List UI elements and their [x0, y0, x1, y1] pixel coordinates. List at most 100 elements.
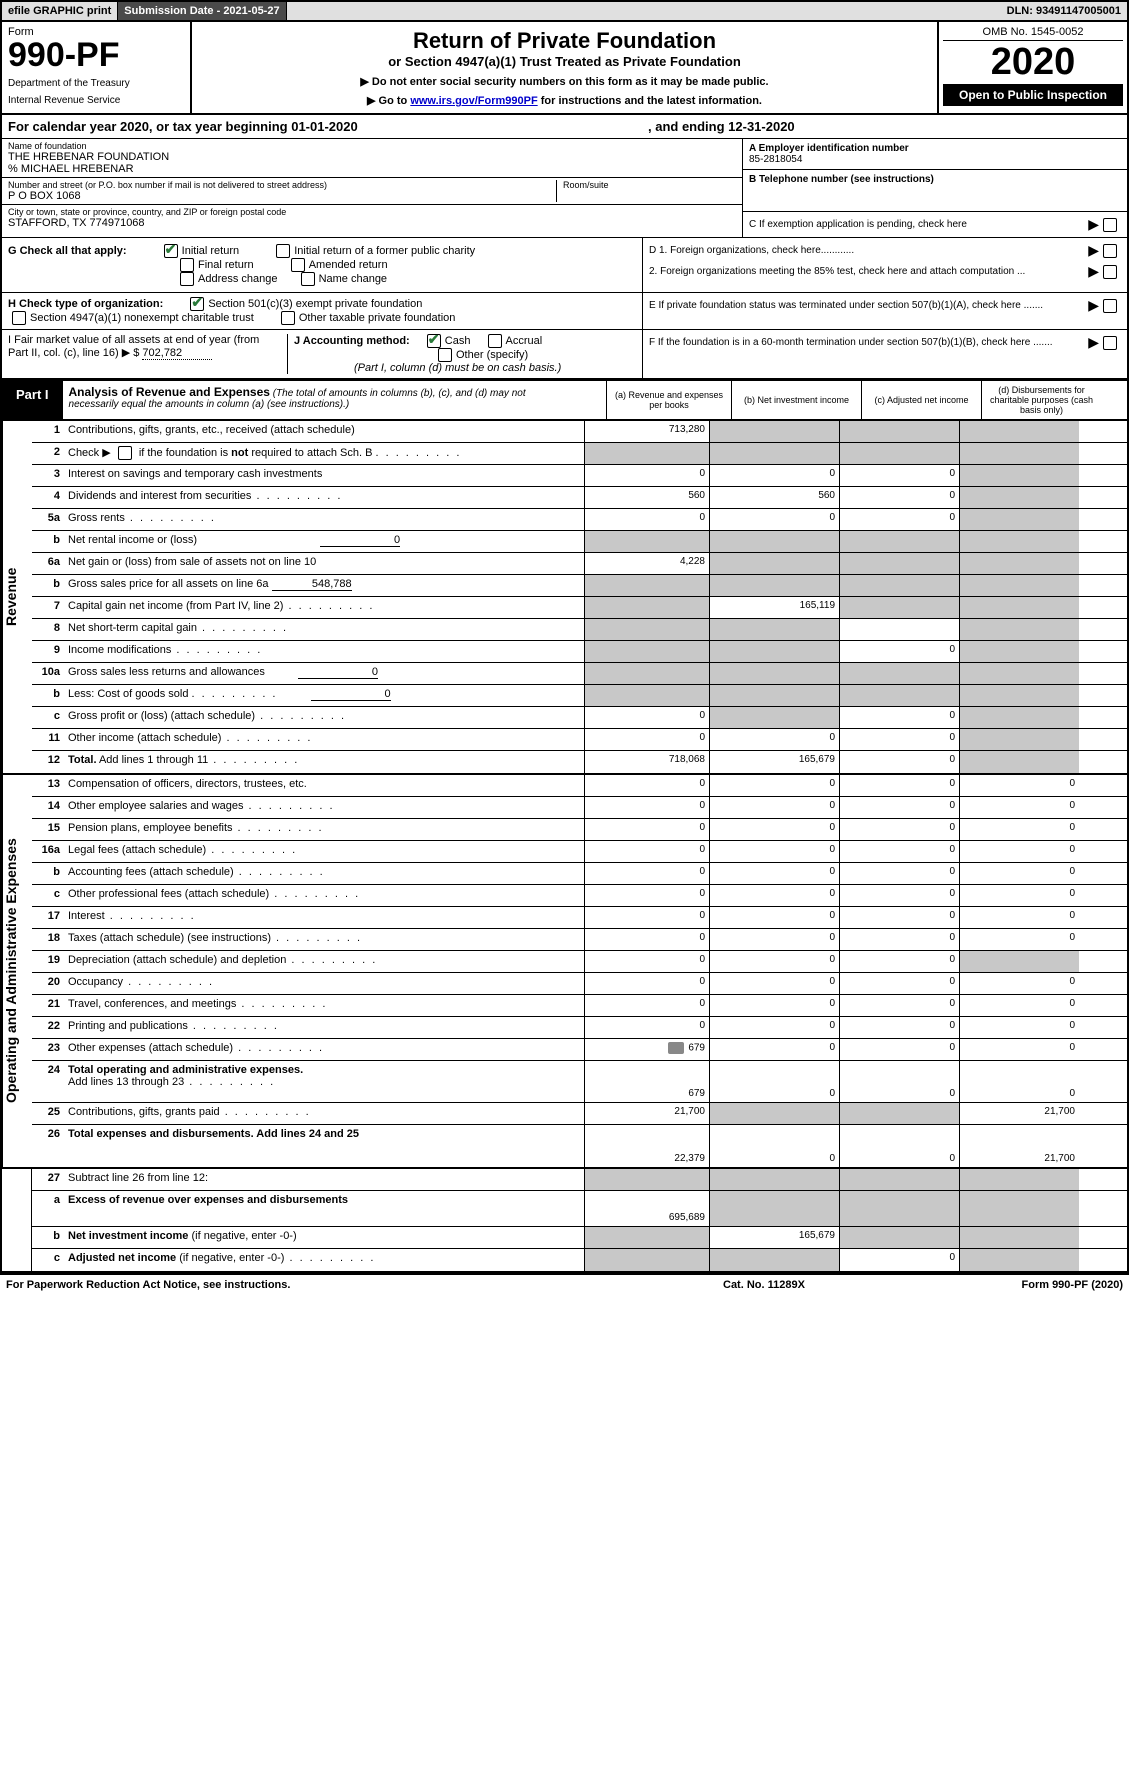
line-9: 9Income modifications0 [32, 641, 1127, 663]
line-10b: bLess: Cost of goods sold 0 [32, 685, 1127, 707]
revenue-table: Revenue 1Contributions, gifts, grants, e… [2, 421, 1127, 773]
calendar-year-row: For calendar year 2020, or tax year begi… [2, 115, 1127, 139]
line-8: 8Net short-term capital gain [32, 619, 1127, 641]
section-j: J Accounting method: Cash Accrual Other … [288, 334, 636, 374]
irs-link[interactable]: www.irs.gov/Form990PF [410, 95, 537, 107]
line-19: 19Depreciation (attach schedule) and dep… [32, 951, 1127, 973]
name-change-label: Name change [319, 273, 388, 285]
h-4947-label: Section 4947(a)(1) nonexempt charitable … [30, 312, 254, 324]
attachment-icon[interactable] [668, 1042, 684, 1054]
part1-header: Part I Analysis of Revenue and Expenses … [2, 379, 1127, 421]
initial-return-checkbox[interactable] [164, 244, 178, 258]
line-15: 15Pension plans, employee benefits0000 [32, 819, 1127, 841]
line-7: 7Capital gain net income (from Part IV, … [32, 597, 1127, 619]
j-label: J Accounting method: [294, 335, 410, 347]
note-post: for instructions and the latest informat… [538, 95, 762, 107]
other-label: Other (specify) [456, 349, 528, 361]
accrual-checkbox[interactable] [488, 334, 502, 348]
ein-row: A Employer identification number 85-2818… [743, 139, 1127, 170]
e-checkbox[interactable] [1103, 299, 1117, 313]
part1-title: Analysis of Revenue and Expenses [69, 385, 270, 399]
form-title: Return of Private Foundation [198, 28, 931, 54]
h-label: H Check type of organization: [8, 298, 163, 310]
summary-spacer [2, 1169, 32, 1271]
expenses-rows: 13Compensation of officers, directors, t… [32, 775, 1127, 1167]
section-g: G Check all that apply: Initial return I… [2, 238, 642, 292]
cash-label: Cash [445, 335, 471, 347]
spacer [287, 2, 1001, 20]
line-12: 12Total. Total. Add lines 1 through 11Ad… [32, 751, 1127, 773]
arrow-icon: ▶ [1088, 216, 1099, 233]
line-25: 25Contributions, gifts, grants paid21,70… [32, 1103, 1127, 1125]
part1-label: Part I [2, 381, 63, 419]
j-note: (Part I, column (d) must be on cash basi… [354, 362, 561, 374]
dln-label: DLN: 93491147005001 [1001, 2, 1127, 20]
form-subtitle: or Section 4947(a)(1) Trust Treated as P… [198, 54, 931, 69]
line-23: 23Other expenses (attach schedule)679000 [32, 1039, 1127, 1061]
section-d: D 1. Foreign organizations, check here..… [642, 238, 1127, 292]
final-return-label: Final return [198, 259, 254, 271]
line-5a: 5aGross rents000 [32, 509, 1127, 531]
exemption-checkbox[interactable] [1103, 218, 1117, 232]
line-4: 4Dividends and interest from securities5… [32, 487, 1127, 509]
cash-checkbox[interactable] [427, 334, 441, 348]
other-checkbox[interactable] [438, 348, 452, 362]
amended-checkbox[interactable] [291, 258, 305, 272]
line-6a: 6aNet gain or (loss) from sale of assets… [32, 553, 1127, 575]
ein-value: 85-2818054 [749, 154, 1121, 165]
line-5b: bNet rental income or (loss) 0 [32, 531, 1127, 553]
col-c-header: (c) Adjusted net income [861, 381, 981, 419]
room-label: Room/suite [563, 180, 736, 190]
footer-right: Form 990-PF (2020) [923, 1279, 1123, 1291]
col-b-header: (b) Net investment income [731, 381, 861, 419]
addr-label: Number and street (or P.O. box number if… [8, 180, 556, 190]
initial-former-checkbox[interactable] [276, 244, 290, 258]
expenses-vlabel: Operating and Administrative Expenses [2, 775, 32, 1167]
g-label: G Check all that apply: [8, 245, 127, 257]
accrual-label: Accrual [506, 335, 543, 347]
schb-checkbox[interactable] [118, 446, 132, 460]
line-27a: aExcess of revenue over expenses and dis… [32, 1191, 1127, 1227]
dept-treasury: Department of the Treasury [8, 78, 184, 89]
amended-label: Amended return [309, 259, 388, 271]
line-1: 1Contributions, gifts, grants, etc., rec… [32, 421, 1127, 443]
line-26: 26Total expenses and disbursements. Add … [32, 1125, 1127, 1167]
line-16c: cOther professional fees (attach schedul… [32, 885, 1127, 907]
f-checkbox[interactable] [1103, 336, 1117, 350]
section-h: H Check type of organization: Section 50… [2, 293, 642, 329]
addr-change-label: Address change [198, 273, 278, 285]
line-16b: bAccounting fees (attach schedule)0000 [32, 863, 1127, 885]
city-label: City or town, state or province, country… [8, 207, 736, 217]
d2-label: 2. Foreign organizations meeting the 85%… [649, 266, 1088, 277]
top-bar: efile GRAPHIC print Submission Date - 20… [2, 2, 1127, 22]
section-h-e: H Check type of organization: Section 50… [2, 293, 1127, 330]
f-label: F If the foundation is in a 60-month ter… [649, 337, 1088, 348]
note-link: ▶ Go to www.irs.gov/Form990PF for instru… [198, 94, 931, 107]
line-22: 22Printing and publications0000 [32, 1017, 1127, 1039]
d2-checkbox[interactable] [1103, 265, 1117, 279]
line-10a: 10aGross sales less returns and allowanc… [32, 663, 1127, 685]
h-other-checkbox[interactable] [281, 311, 295, 325]
city-value: STAFFORD, TX 774971068 [8, 217, 736, 229]
arrow-icon: ▶ [1088, 297, 1099, 314]
h-501c3-checkbox[interactable] [190, 297, 204, 311]
note-pre: ▶ Go to [367, 95, 410, 107]
section-i-j-f: I Fair market value of all assets at end… [2, 330, 1127, 379]
line-16a: 16aLegal fees (attach schedule)0000 [32, 841, 1127, 863]
d1-label: D 1. Foreign organizations, check here..… [649, 245, 1088, 256]
id-left: Name of foundation THE HREBENAR FOUNDATI… [2, 139, 742, 237]
d1-checkbox[interactable] [1103, 244, 1117, 258]
col-d-header: (d) Disbursements for charitable purpose… [981, 381, 1101, 419]
phone-label: B Telephone number (see instructions) [749, 174, 934, 185]
section-i-j: I Fair market value of all assets at end… [2, 330, 642, 378]
addr-change-checkbox[interactable] [180, 272, 194, 286]
final-return-checkbox[interactable] [180, 258, 194, 272]
form-header: Form 990-PF Department of the Treasury I… [2, 22, 1127, 115]
expenses-table: Operating and Administrative Expenses 13… [2, 773, 1127, 1167]
line-27b: bNet investment income (if negative, ent… [32, 1227, 1127, 1249]
h-4947-checkbox[interactable] [12, 311, 26, 325]
name-change-checkbox[interactable] [301, 272, 315, 286]
phone-row: B Telephone number (see instructions) [743, 170, 1127, 212]
line-6b: bGross sales price for all assets on lin… [32, 575, 1127, 597]
line-27: 27Subtract line 26 from line 12: [32, 1169, 1127, 1191]
